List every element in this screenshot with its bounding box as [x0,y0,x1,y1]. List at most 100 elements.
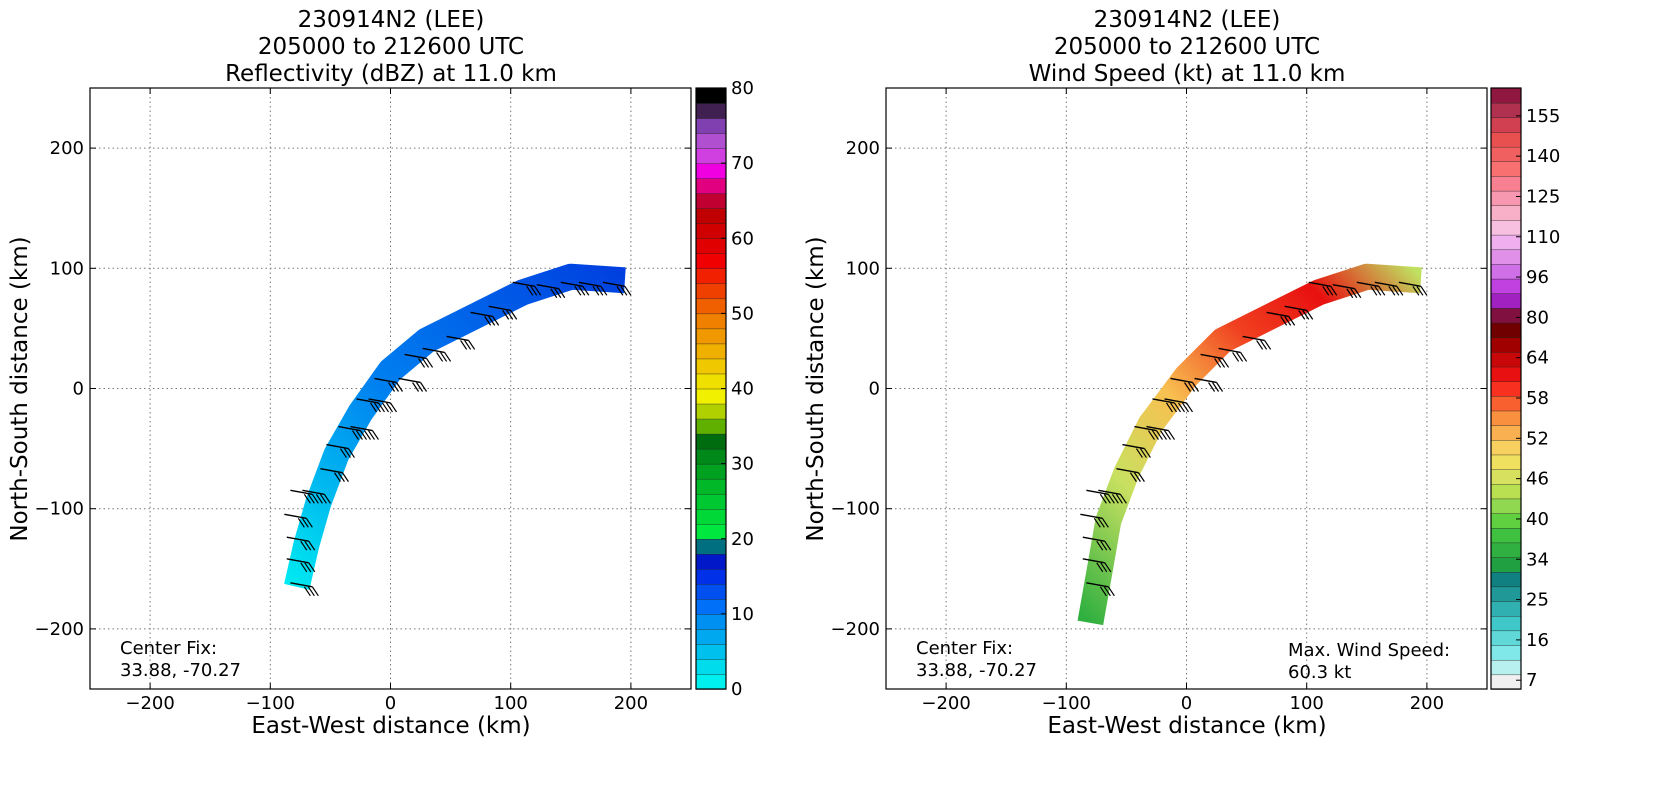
panel1-colorbar-segment [695,358,727,375]
panel2-xlabel: East-West distance (km) [1047,713,1326,739]
panel1-colorbar-segment [695,478,727,495]
panel2-colorbar-segment [1490,161,1522,177]
panel1-wind-barb [374,377,404,392]
panel1-wind-barb [578,281,608,296]
panel1-colorbar-segment [695,628,727,645]
panel2-wind-barb [1152,398,1181,413]
panel1-colorbar-tick-label: 40 [731,379,754,400]
panel2-colorbar-segment [1490,278,1522,294]
panel2-x-tick-label: 100 [1290,693,1324,714]
panel1-colorbar-segment [695,268,727,285]
panel2-y-tick-label: −200 [831,619,880,640]
panel1-x-tick-label: −100 [246,693,295,714]
panel2-colorbar-segment [1490,468,1522,485]
panel1-colorbar-tick-label: 60 [731,228,754,249]
panel1-colorbar-segment [695,523,727,540]
panel2-colorbar-tick-label: 34 [1526,549,1549,570]
panel2-wind-barb [1122,443,1151,458]
panel1-colorbar-segment [695,613,727,630]
panel2-x-tick-label: 200 [1410,693,1444,714]
panel1-xlabel: East-West distance (km) [251,713,530,739]
panel2-wind-barb [1086,582,1115,597]
panel1-wind-barb [470,311,500,326]
panel1-colorbar-segment [695,493,727,510]
panel2-colorbar-segment [1490,439,1522,456]
panel-reflectivity: 230914N2 (LEE) 205000 to 212600 UTC Refl… [7,7,754,739]
panel1-colorbar-segment [695,643,727,660]
panel1-center-fix-label: Center Fix: [120,638,217,659]
panel2-colorbar-segment [1490,542,1522,558]
panel2-center-fix-value: 33.88, -70.27 [916,660,1037,681]
panel2-colorbar-segment [1490,483,1522,500]
panel2-colorbar-segment [1490,410,1522,426]
panel2-colorbar-segment [1490,351,1522,368]
panel2-colorbar-tick-label: 52 [1526,428,1549,449]
panel1-y-tick-label: −100 [35,499,84,520]
panel1-colorbar-segment [695,343,727,360]
panel2-colorbar-segment [1490,117,1522,133]
panel1-wind-barb [290,582,319,597]
panel2-colorbar-segment [1490,380,1522,397]
panel1-wind-barb [422,347,452,362]
panel1-wind-barbs [284,281,632,597]
panel1-y-tick-label: 100 [50,258,84,279]
panel2-colorbar-segment [1490,571,1522,588]
panel2-wind-barb [1170,377,1200,392]
panel1-swath-band [284,263,626,590]
panel2-colorbar-segment [1490,527,1522,544]
panel1-colorbar-tick-label: 0 [731,679,742,700]
panel2-colorbar-tick-label: 140 [1526,146,1560,167]
panel2-y-tick-label: 200 [846,138,880,159]
panel1-colorbar: 0 10 20 30 40 50 60 70 80 [695,78,754,700]
panel1-colorbar-segment [695,132,727,149]
panel2-max-wind-label: Max. Wind Speed: [1288,640,1450,661]
panel1-colorbar-segment [695,508,727,525]
panel2-colorbar-segment [1490,644,1522,661]
panel2-wind-barb [1164,398,1193,413]
panel1-x-tick-label: 0 [385,693,396,714]
panel2-x-tick-label: −200 [921,693,970,714]
panel1-wind-barb [560,281,590,296]
panel2-colorbar-segment [1490,674,1522,690]
panel2-y-tick-label: 0 [869,379,880,400]
panel2-wind-barb [1098,489,1127,504]
panel2-wind-barb [1332,284,1362,299]
panel1-colorbar-segment [695,583,727,600]
panel1-wind-barb [512,281,542,296]
panel1-colorbar-segment [695,238,727,254]
panel2-wind-barb [1242,335,1272,350]
panel1-wind-barb [536,284,566,299]
panel1-grid [90,88,691,689]
panel1-colorbar-tick-label: 70 [731,153,754,174]
panel1-colorbar-tick-label: 50 [731,303,754,324]
panel1-colorbar-segment [695,658,727,675]
panel1-colorbar-segment [695,328,727,345]
panel1-colorbar-segment [695,162,727,179]
panel1-colorbar-segment [695,373,727,390]
panel2-wind-barb [1194,377,1224,392]
panel2-wind-barb [1082,558,1112,573]
panel2-wind-barb [1116,467,1145,482]
panel1-colorbar-segment [695,598,727,615]
panel1-colorbar-segment [695,177,727,194]
panel1-colorbar-segment [695,298,727,315]
panel2-colorbar-segment [1490,336,1522,353]
panel2-wind-swath [1077,263,1422,626]
panel2-wind-barb [1398,281,1428,296]
panel2-ylabel: North-South distance (km) [803,236,829,541]
panel1-wind-barb [286,536,316,551]
panel1-title-line1: 230914N2 (LEE) [298,7,485,33]
panel2-x-tick-label: −100 [1042,693,1091,714]
panel1-colorbar-segment [695,102,727,119]
panel1-title-line3: Reflectivity (dBZ) at 11.0 km [225,61,557,87]
panel2-title-line2: 205000 to 212600 UTC [1054,34,1320,60]
panel2-colorbar-segment [1490,512,1522,529]
panel1-colorbar-segment [695,223,727,239]
panel2-colorbar-tick-label: 80 [1526,307,1549,328]
panel2-wind-barb [1080,513,1109,528]
panel1-wind-barb [488,305,518,320]
panel1-wind-barb [368,398,397,413]
panel2-wind-barb [1374,281,1404,296]
panel2-colorbar-segment [1490,307,1522,324]
panel2-colorbar-segment [1490,131,1522,148]
